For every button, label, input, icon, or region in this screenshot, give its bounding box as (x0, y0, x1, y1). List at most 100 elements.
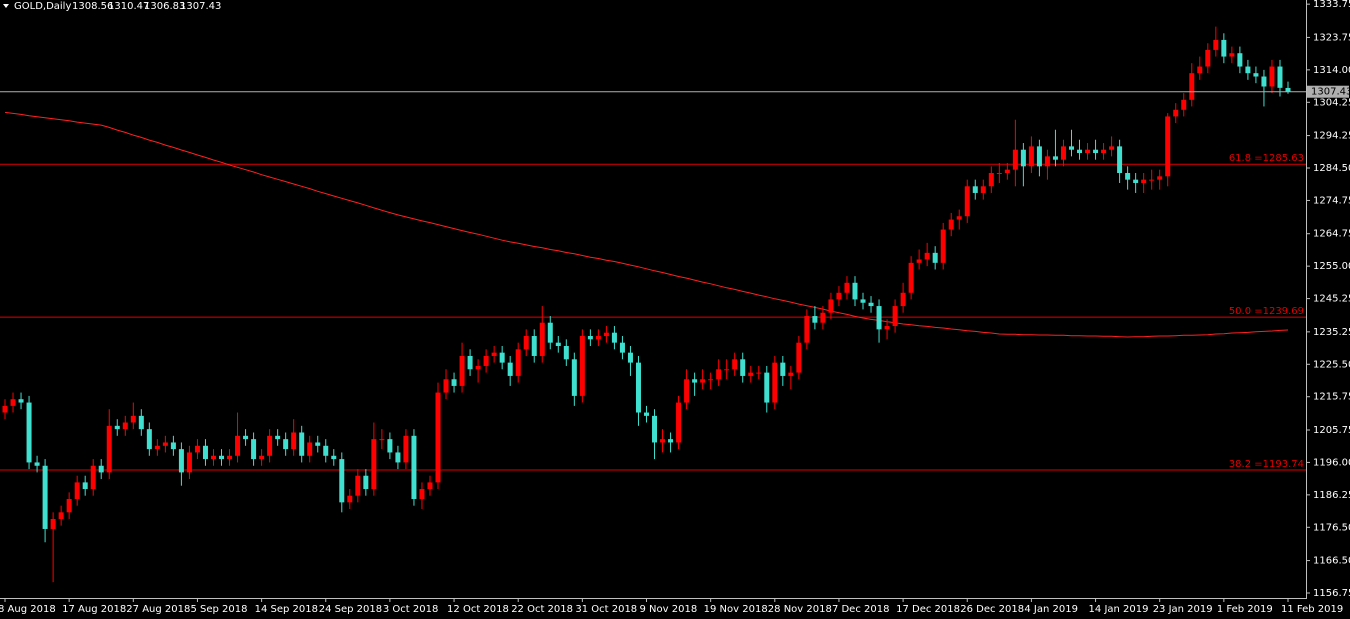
candle-body (130, 415, 136, 423)
candle-body (259, 455, 265, 460)
candle-body (146, 429, 152, 450)
candle-body (1052, 156, 1058, 160)
x-tick-label: 5 Sep 2018 (190, 604, 247, 615)
candle-body (1101, 149, 1107, 154)
candle-body (988, 172, 994, 187)
candle-body (595, 336, 601, 340)
candle-body (932, 252, 938, 263)
x-tick-label: 22 Oct 2018 (511, 604, 573, 615)
candle-body (908, 262, 914, 293)
candle-body (1020, 149, 1026, 167)
candle-body (26, 402, 32, 463)
candle-body (331, 455, 337, 460)
x-tick-label: 14 Sep 2018 (255, 604, 318, 615)
candle-body (644, 412, 649, 416)
candle-body (972, 186, 978, 193)
candle-body (18, 399, 24, 403)
candle-body (114, 425, 120, 430)
candle-body (178, 449, 184, 473)
moving-average-line (4, 111, 1289, 338)
candle-body (299, 432, 305, 456)
candle-body (162, 442, 168, 446)
x-tick-label: 4 Jan 2019 (1024, 604, 1078, 615)
candle-body (323, 445, 329, 456)
candle-body (964, 186, 970, 217)
candle-body (90, 465, 96, 490)
candle-body (411, 435, 417, 500)
candle-body (531, 336, 537, 356)
x-tick-label: 17 Dec 2018 (896, 604, 960, 615)
close-price: 1307.43 (180, 1, 221, 12)
candle-body (764, 372, 770, 403)
candle-body (395, 452, 401, 463)
level-label: 61.8 =1285.63 (1229, 153, 1304, 164)
candle-body (275, 435, 281, 440)
x-tick-label: 23 Jan 2019 (1153, 604, 1213, 615)
candle-body (1133, 179, 1139, 183)
y-tick-label: 1255.00 (1313, 261, 1350, 272)
candle-body (66, 499, 72, 513)
candle-body (483, 355, 489, 366)
candle-body (443, 379, 449, 393)
x-tick-label: 8 Aug 2018 (0, 604, 56, 615)
x-tick-label: 31 Oct 2018 (575, 604, 637, 615)
y-tick-label: 1304.25 (1313, 97, 1350, 108)
candle-body (684, 379, 690, 403)
x-tick-label: 14 Jan 2019 (1089, 604, 1149, 615)
candle-body (555, 342, 561, 346)
x-tick-label: 7 Dec 2018 (832, 604, 890, 615)
x-tick-label: 19 Nov 2018 (704, 604, 768, 615)
x-tick-label: 27 Aug 2018 (126, 604, 190, 615)
y-tick-label: 1235.25 (1313, 327, 1350, 338)
y-tick-label: 1294.25 (1313, 131, 1350, 142)
candle-body (780, 362, 786, 376)
candle-body (940, 229, 946, 263)
candle-body (1149, 179, 1155, 181)
candle-body (1109, 146, 1115, 150)
candle-body (50, 518, 56, 529)
candle-body (635, 362, 641, 413)
candle-body (828, 299, 834, 313)
candle-body (1165, 116, 1171, 177)
candle-body (860, 299, 866, 303)
candle-body (42, 465, 48, 529)
candle-body (1245, 66, 1251, 74)
candle-body (1125, 172, 1131, 180)
candle-body (1077, 149, 1083, 154)
candle-body (138, 415, 144, 430)
candle-body (499, 352, 505, 363)
candle-body (435, 392, 441, 483)
candle-body (491, 352, 497, 356)
candle-body (467, 355, 473, 370)
candle-body (1221, 39, 1227, 57)
candle-body (876, 306, 882, 330)
candle-body (475, 365, 481, 370)
level-label: 38.2 =1193.74 (1229, 459, 1304, 470)
candle-body (948, 219, 954, 230)
candle-body (772, 362, 778, 403)
candle-body (194, 445, 200, 453)
candle-body (1189, 73, 1195, 100)
candle-body (419, 489, 425, 500)
candle-body (235, 435, 241, 456)
candle-body (1205, 49, 1211, 67)
candle-body (748, 372, 754, 376)
candle-body (379, 439, 385, 441)
x-tick-label: 11 Feb 2019 (1281, 604, 1343, 615)
candle-body (1012, 149, 1018, 170)
candle-body (34, 462, 40, 466)
candle-body (740, 359, 746, 376)
candle-body (1173, 109, 1179, 117)
last-price-label: 1307.43 (1311, 87, 1350, 98)
candle-body (307, 442, 313, 456)
candle-body (1269, 66, 1275, 87)
candle-body (700, 379, 706, 383)
candle-body (676, 402, 682, 443)
candle-body (892, 306, 898, 327)
candle-body (10, 399, 16, 406)
candle-body (58, 512, 64, 519)
